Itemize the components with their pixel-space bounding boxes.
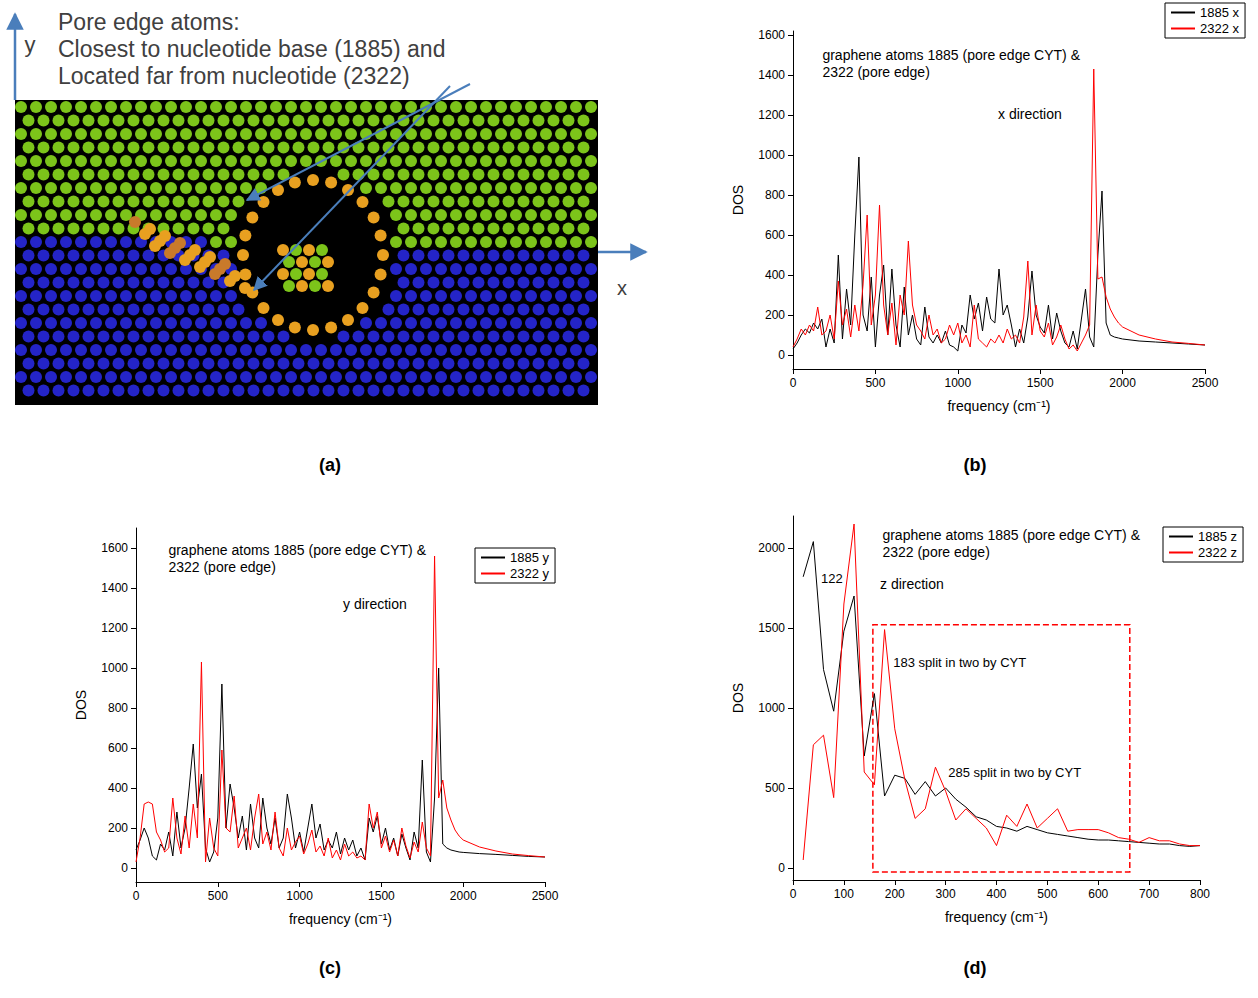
svg-text:frequency (cm⁻¹): frequency (cm⁻¹) (289, 911, 392, 927)
svg-text:graphene atoms 1885 (pore edge: graphene atoms 1885 (pore edge CYT) & (822, 47, 1080, 63)
svg-text:2500: 2500 (532, 889, 559, 903)
svg-text:2500: 2500 (1192, 376, 1219, 390)
svg-text:1500: 1500 (1027, 376, 1054, 390)
html-text:(a): (a) (319, 455, 341, 475)
svg-text:1600: 1600 (101, 541, 128, 555)
svg-text:DOS: DOS (73, 690, 89, 720)
svg-text:1000: 1000 (101, 661, 128, 675)
svg-text:285 split in two by CYT: 285 split in two by CYT (948, 765, 1081, 780)
svg-text:2322 (pore edge): 2322 (pore edge) (168, 559, 275, 575)
svg-text:300: 300 (936, 887, 956, 901)
svg-text:600: 600 (1088, 887, 1108, 901)
svg-text:1200: 1200 (758, 108, 785, 122)
svg-text:600: 600 (108, 741, 128, 755)
svg-text:1600: 1600 (758, 28, 785, 42)
svg-text:2322 (pore edge): 2322 (pore edge) (822, 64, 929, 80)
svg-text:1200: 1200 (101, 621, 128, 635)
svg-text:2000: 2000 (450, 889, 477, 903)
svg-text:z direction: z direction (880, 576, 944, 592)
svg-text:500: 500 (1037, 887, 1057, 901)
svg-text:600: 600 (765, 228, 785, 242)
svg-text:0: 0 (121, 861, 128, 875)
svg-text:200: 200 (108, 821, 128, 835)
svg-text:frequency (cm⁻¹): frequency (cm⁻¹) (945, 909, 1048, 925)
svg-text:122: 122 (821, 571, 843, 586)
svg-text:2322 x: 2322 x (1200, 21, 1240, 36)
svg-text:frequency (cm⁻¹): frequency (cm⁻¹) (947, 398, 1050, 414)
svg-text:graphene atoms 1885 (pore edge: graphene atoms 1885 (pore edge CYT) & (168, 542, 426, 558)
svg-text:700: 700 (1139, 887, 1159, 901)
html-text:(b): (b) (963, 455, 987, 475)
svg-text:2322 (pore edge): 2322 (pore edge) (882, 544, 989, 560)
svg-text:1885 z: 1885 z (1198, 529, 1237, 544)
svg-text:400: 400 (108, 781, 128, 795)
svg-text:400: 400 (765, 268, 785, 282)
svg-text:x direction: x direction (998, 106, 1062, 122)
svg-text:800: 800 (108, 701, 128, 715)
svg-text:Closest to nucleotide base (18: Closest to nucleotide base (1885) and (58, 36, 445, 62)
svg-text:1000: 1000 (758, 701, 785, 715)
svg-text:DOS: DOS (730, 683, 746, 713)
svg-text:y: y (25, 32, 36, 57)
svg-text:800: 800 (765, 188, 785, 202)
svg-text:1500: 1500 (758, 621, 785, 635)
svg-text:1000: 1000 (286, 889, 313, 903)
html-text:(d): (d) (963, 958, 987, 978)
svg-text:800: 800 (1190, 887, 1210, 901)
svg-text:Located far from nucleotide (2: Located far from nucleotide (2322) (58, 63, 410, 89)
html-text:(c): (c) (319, 958, 341, 978)
svg-text:500: 500 (208, 889, 228, 903)
svg-text:2000: 2000 (1109, 376, 1136, 390)
svg-text:DOS: DOS (730, 185, 746, 215)
svg-text:1400: 1400 (101, 581, 128, 595)
svg-text:1000: 1000 (944, 376, 971, 390)
svg-text:2000: 2000 (758, 541, 785, 555)
svg-text:0: 0 (778, 348, 785, 362)
svg-text:graphene atoms 1885 (pore edge: graphene atoms 1885 (pore edge CYT) & (882, 527, 1140, 543)
svg-text:1885 x: 1885 x (1200, 5, 1240, 20)
svg-text:0: 0 (790, 887, 797, 901)
svg-text:0: 0 (778, 861, 785, 875)
svg-text:Pore edge atoms:: Pore edge atoms: (58, 9, 240, 35)
svg-text:y direction: y direction (343, 596, 407, 612)
svg-text:400: 400 (986, 887, 1006, 901)
svg-text:1400: 1400 (758, 68, 785, 82)
svg-text:183 split in two by CYT: 183 split in two by CYT (893, 655, 1026, 670)
svg-text:100: 100 (834, 887, 854, 901)
svg-text:500: 500 (765, 781, 785, 795)
svg-text:1500: 1500 (368, 889, 395, 903)
svg-text:0: 0 (133, 889, 140, 903)
svg-text:1885 y: 1885 y (510, 550, 550, 565)
svg-text:x: x (617, 277, 627, 299)
svg-text:2322 y: 2322 y (510, 566, 550, 581)
svg-text:2322 z: 2322 z (1198, 545, 1237, 560)
svg-text:1000: 1000 (758, 148, 785, 162)
svg-text:200: 200 (765, 308, 785, 322)
svg-text:0: 0 (790, 376, 797, 390)
svg-text:200: 200 (885, 887, 905, 901)
svg-text:500: 500 (865, 376, 885, 390)
